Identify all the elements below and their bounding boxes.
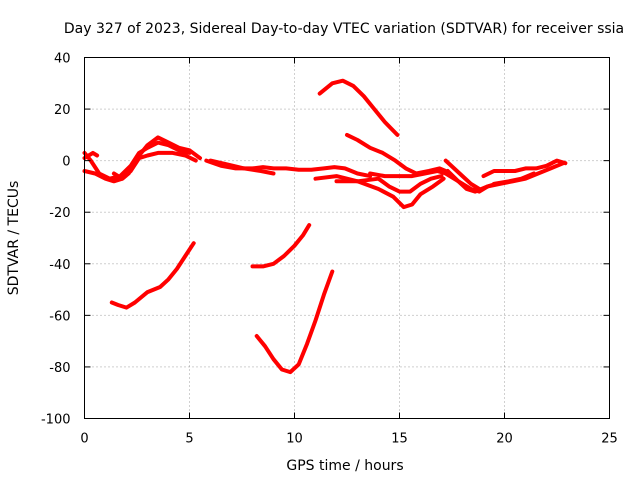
y-tick-label: 20 (54, 103, 71, 118)
series-line-arc-7 (208, 158, 276, 176)
x-tick-label: 15 (391, 432, 408, 447)
x-tick-label: 20 (496, 432, 513, 447)
series-line-arc-18 (250, 223, 312, 269)
series-line-arc-16 (492, 171, 536, 186)
series-line-arc-5 (135, 135, 202, 161)
y-tick-label: -20 (49, 206, 70, 221)
series-line-arc-17 (109, 241, 196, 310)
series-line-arc-4 (111, 150, 198, 181)
x-axis-label: GPS time / hours (286, 458, 403, 474)
plot-frame (84, 57, 610, 419)
axis-ticks: 0 5 10 15 20 25 -100 -80 -60 -40 -20 0 20 40 (41, 52, 618, 447)
chart-title: Day 327 of 2023, Sidereal Day-to-day VTE… (64, 21, 624, 37)
series-line-arc-19 (254, 269, 335, 375)
series-line-arc-6 (204, 158, 373, 179)
series-group (82, 78, 568, 375)
y-tick-label: 0 (62, 155, 70, 170)
series-line-arc-10 (313, 174, 444, 194)
series-line-arc-11 (334, 176, 446, 210)
x-tick-label: 10 (286, 432, 303, 447)
y-tick-label: -60 (49, 309, 70, 324)
y-tick-label: -100 (41, 413, 71, 428)
y-tick-label: -40 (49, 258, 70, 273)
y-tick-label: 40 (54, 52, 71, 67)
grid (84, 57, 610, 419)
y-axis-label: SDTVAR / TECUs (6, 181, 22, 296)
series-line-arc-14 (443, 158, 482, 191)
x-tick-label: 25 (601, 432, 618, 447)
x-tick-label: 5 (185, 432, 193, 447)
series-line-arc-3 (82, 150, 100, 161)
series-line-arc-8 (317, 78, 400, 137)
series-line-arc-1 (82, 140, 192, 181)
y-tick-label: -80 (49, 361, 70, 376)
series-line-arc-9 (345, 132, 448, 176)
x-tick-label: 0 (80, 432, 88, 447)
series-line-arc-15 (481, 158, 568, 179)
